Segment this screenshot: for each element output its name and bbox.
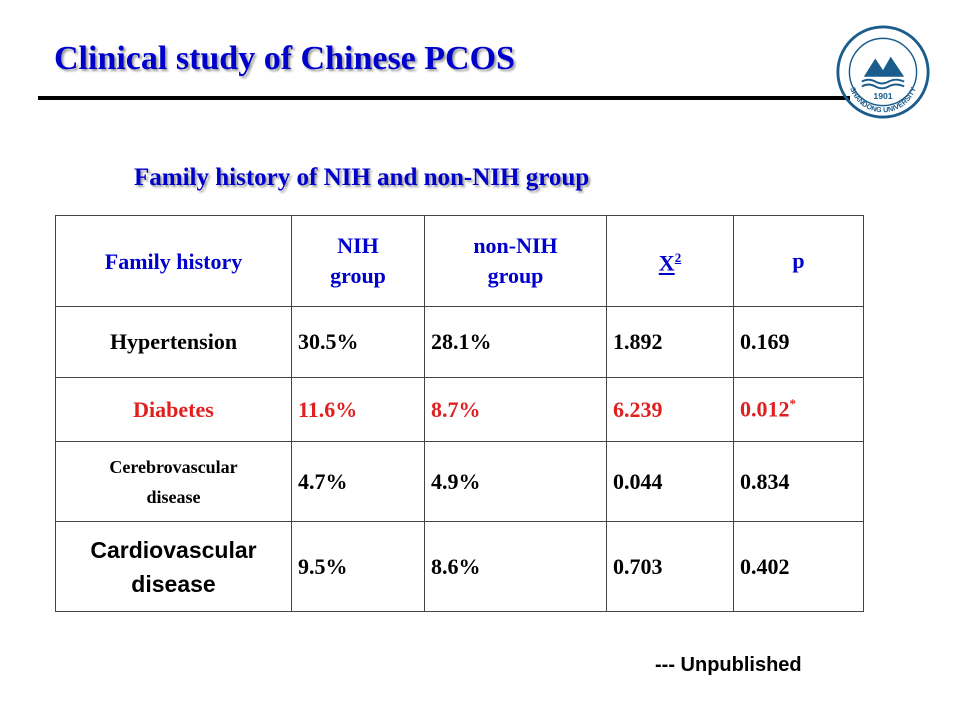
table-row-highlighted: Diabetes 11.6% 8.7% 6.239 0.012*	[55, 377, 864, 442]
title-divider	[38, 96, 850, 100]
shandong-university-logo: 1901 SHANDONG UNIVERSITY	[836, 25, 930, 119]
cell-x2: 6.239	[606, 377, 734, 442]
header-non-nih-group: non-NIH group	[424, 215, 607, 307]
table-row: Cerebrovascular disease 4.7% 4.9% 0.044 …	[55, 441, 864, 522]
slide-title: Clinical study of Chinese PCOS	[54, 40, 515, 77]
row-label: Cardiovascular disease	[55, 521, 292, 612]
cell-nih: 9.5%	[291, 521, 425, 612]
cell-non-nih: 8.6%	[424, 521, 607, 612]
unpublished-note: --- Unpublished	[655, 654, 802, 676]
cell-x2: 0.703	[606, 521, 734, 612]
row-label: Diabetes	[55, 377, 292, 442]
table-subtitle: Family history of NIH and non-NIH group	[134, 164, 590, 191]
header-chi-square: X2	[606, 215, 734, 307]
cell-nih: 11.6%	[291, 377, 425, 442]
table-header-row: Family history NIH group non-NIH group X…	[55, 215, 864, 307]
cell-x2: 0.044	[606, 441, 734, 522]
header-nih-group: NIH group	[291, 215, 425, 307]
header-family-history: Family history	[55, 215, 292, 307]
table-row: Cardiovascular disease 9.5% 8.6% 0.703 0…	[55, 521, 864, 612]
cell-non-nih: 28.1%	[424, 306, 607, 378]
cell-p: 0.169	[733, 306, 864, 378]
cell-nih: 4.7%	[291, 441, 425, 522]
cell-p: 0.834	[733, 441, 864, 522]
row-label: Hypertension	[55, 306, 292, 378]
cell-non-nih: 4.9%	[424, 441, 607, 522]
cell-nih: 30.5%	[291, 306, 425, 378]
row-label: Cerebrovascular disease	[55, 441, 292, 522]
header-p-value: p	[733, 215, 864, 307]
logo-year: 1901	[873, 91, 892, 101]
cell-non-nih: 8.7%	[424, 377, 607, 442]
cell-p: 0.012*	[733, 377, 864, 442]
family-history-table: Family history NIH group non-NIH group X…	[55, 215, 864, 612]
table-row: Hypertension 30.5% 28.1% 1.892 0.169	[55, 306, 864, 378]
cell-p: 0.402	[733, 521, 864, 612]
significance-mark: *	[789, 396, 797, 412]
cell-x2: 1.892	[606, 306, 734, 378]
